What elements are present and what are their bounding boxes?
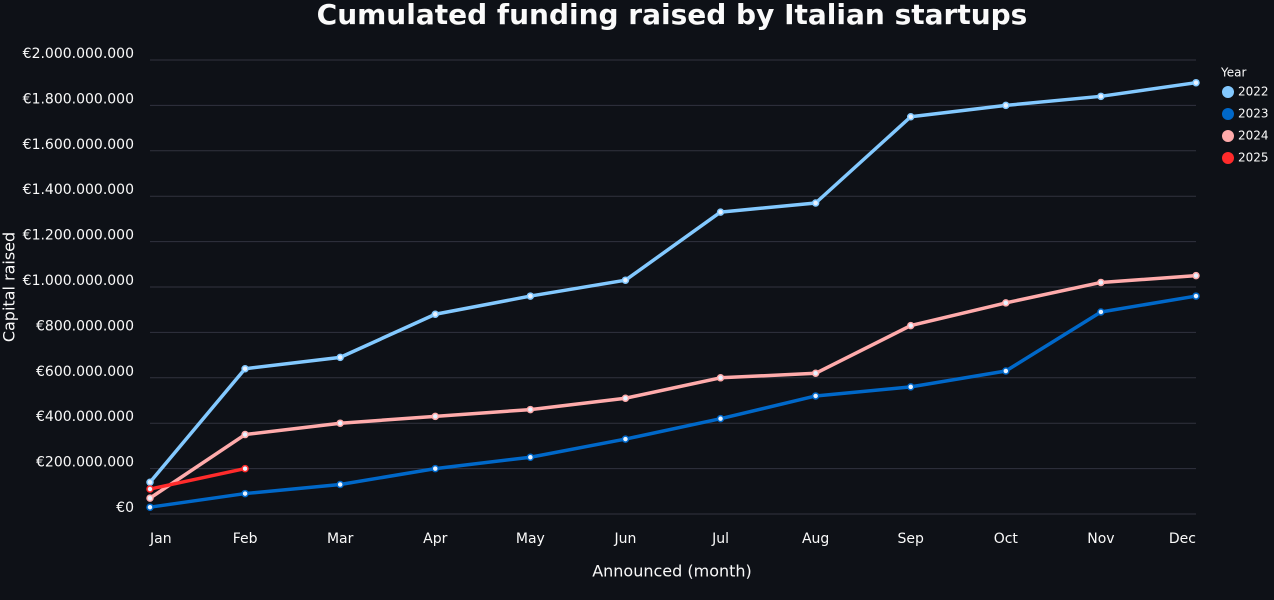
data-point	[1192, 271, 1200, 280]
y-tick-label: €2.000.000.000	[23, 46, 134, 62]
series-line	[149, 294, 1197, 509]
x-tick-label: Oct	[994, 531, 1019, 547]
y-tick-label: €1.200.000.000	[23, 228, 134, 244]
data-point	[241, 430, 249, 439]
data-point	[621, 276, 630, 284]
data-point	[906, 321, 915, 330]
data-point	[526, 405, 535, 414]
y-tick-label: €0	[116, 500, 134, 516]
legend-swatch	[1222, 86, 1234, 98]
x-tick-label: Jan	[149, 531, 172, 547]
data-point	[906, 383, 915, 391]
data-point	[336, 419, 344, 427]
x-tick-label: Jun	[614, 531, 637, 547]
data-point	[241, 489, 249, 498]
data-point	[716, 208, 725, 216]
y-axis-label: Capital raised	[0, 232, 19, 342]
data-point	[336, 353, 344, 362]
legend-swatch	[1222, 130, 1234, 142]
data-point	[1002, 101, 1010, 110]
data-point	[1097, 92, 1105, 101]
y-tick-label: €1.800.000.000	[23, 91, 134, 107]
series-line	[149, 273, 1197, 500]
data-point	[146, 485, 154, 493]
data-point	[431, 464, 440, 473]
x-axis-label: Announced (month)	[592, 562, 752, 581]
legend-swatch	[1222, 108, 1234, 120]
data-point	[1097, 308, 1105, 316]
chart-title: Cumulated funding raised by Italian star…	[317, 0, 1028, 31]
x-tick-label: Apr	[423, 531, 447, 547]
series-line	[148, 80, 1197, 484]
x-tick-label: Mar	[327, 531, 354, 547]
x-tick-label: Dec	[1169, 531, 1196, 547]
data-point	[1002, 367, 1010, 375]
x-tick-label: Sep	[898, 531, 925, 547]
data-point	[526, 453, 535, 461]
x-tick-label: Nov	[1087, 531, 1114, 547]
x-tick-label: Feb	[233, 531, 258, 547]
x-tick-label: Jul	[711, 531, 729, 547]
y-tick-label: €1.400.000.000	[23, 182, 134, 198]
data-point	[146, 503, 154, 511]
y-tick-label: €400.000.000	[36, 409, 134, 425]
data-point	[621, 435, 630, 443]
x-tick-label: May	[516, 531, 545, 547]
data-point	[241, 464, 249, 473]
data-point	[526, 292, 535, 300]
y-tick-label: €1.600.000.000	[23, 137, 134, 153]
data-point	[1097, 278, 1105, 287]
data-point	[431, 310, 440, 318]
y-tick-label: €600.000.000	[36, 364, 134, 380]
data-point	[1192, 292, 1200, 300]
legend-label: 2023	[1238, 107, 1269, 121]
series-line	[149, 466, 246, 491]
data-point	[1002, 299, 1010, 307]
data-point	[146, 478, 154, 486]
x-tick-label: Aug	[802, 531, 829, 547]
data-point	[431, 412, 440, 421]
data-point	[146, 494, 154, 502]
legend-label: 2025	[1238, 151, 1269, 165]
legend-label: 2022	[1238, 85, 1269, 99]
legend-label: 2024	[1238, 129, 1269, 143]
y-tick-label: €800.000.000	[36, 318, 134, 334]
data-point	[811, 369, 820, 378]
data-point	[811, 392, 820, 400]
data-point	[621, 394, 630, 402]
data-point	[906, 113, 915, 121]
data-point	[1192, 78, 1200, 87]
data-point	[716, 414, 725, 423]
legend-swatch	[1222, 152, 1234, 164]
legend-title: Year	[1220, 66, 1246, 80]
data-point	[716, 374, 725, 382]
data-point	[241, 364, 249, 373]
data-point	[811, 199, 820, 207]
y-tick-label: €200.000.000	[36, 455, 134, 471]
data-point	[336, 480, 344, 489]
y-tick-label: €1.000.000.000	[23, 273, 134, 289]
